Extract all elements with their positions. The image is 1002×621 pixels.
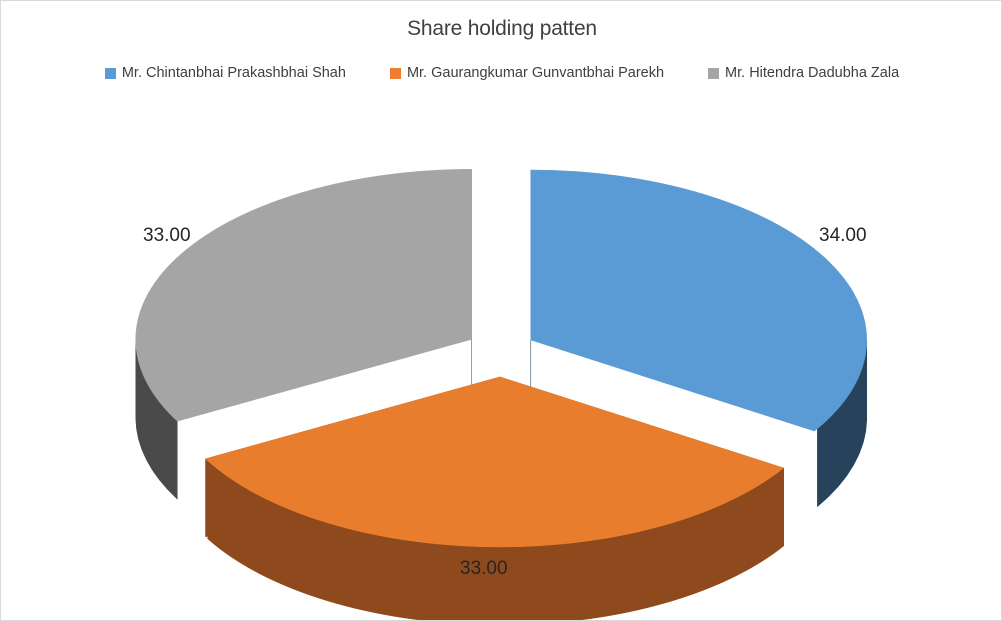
legend-item-gaurangkumar-gunvantbhai-parekh[interactable]: Mr. Gaurangkumar Gunvantbhai Parekh <box>389 65 665 81</box>
legend-item-hitendra-dadubha-zala[interactable]: Mr. Hitendra Dadubha Zala <box>708 65 899 81</box>
legend-item-chintanbhai-prakashbhai-shah[interactable]: Mr. Chintanbhai Prakashbhai Shah <box>104 65 346 81</box>
legend-label-hitendra-dadubha-zala: Mr. Hitendra Dadubha Zala <box>725 65 900 81</box>
chart-title: Share holding patten <box>407 17 597 40</box>
legend-swatch-orange-icon <box>389 67 401 79</box>
pie-slice-3[interactable] <box>135 169 472 500</box>
data-label-gaurangkumar-gunvantbhai-parekh: 33.00 <box>460 558 508 579</box>
chart-legend: Mr. Chintanbhai Prakashbhai Shah Mr. Gau… <box>1 65 1001 81</box>
pie-slice-2-top[interactable] <box>204 376 785 548</box>
pie-plot-area <box>1 97 1001 620</box>
legend-swatch-blue-icon <box>104 67 116 79</box>
pie-slice-2[interactable] <box>204 376 785 620</box>
pie-3d-graphic <box>135 169 868 620</box>
legend-label-gaurangkumar-gunvantbhai-parekh: Mr. Gaurangkumar Gunvantbhai Parekh <box>406 65 665 81</box>
legend-swatch-gray-icon <box>708 67 720 79</box>
legend-label-chintanbhai-prakashbhai-shah: Mr. Chintanbhai Prakashbhai Shah <box>121 65 346 81</box>
data-label-hitendra-dadubha-zala: 33.00 <box>143 225 191 246</box>
pie-slice-1[interactable] <box>530 169 868 508</box>
data-label-chintanbhai-prakashbhai-shah: 34.00 <box>819 225 867 246</box>
pie-slice-1-top[interactable] <box>530 169 867 432</box>
pie-slice-3-top[interactable] <box>135 169 472 422</box>
